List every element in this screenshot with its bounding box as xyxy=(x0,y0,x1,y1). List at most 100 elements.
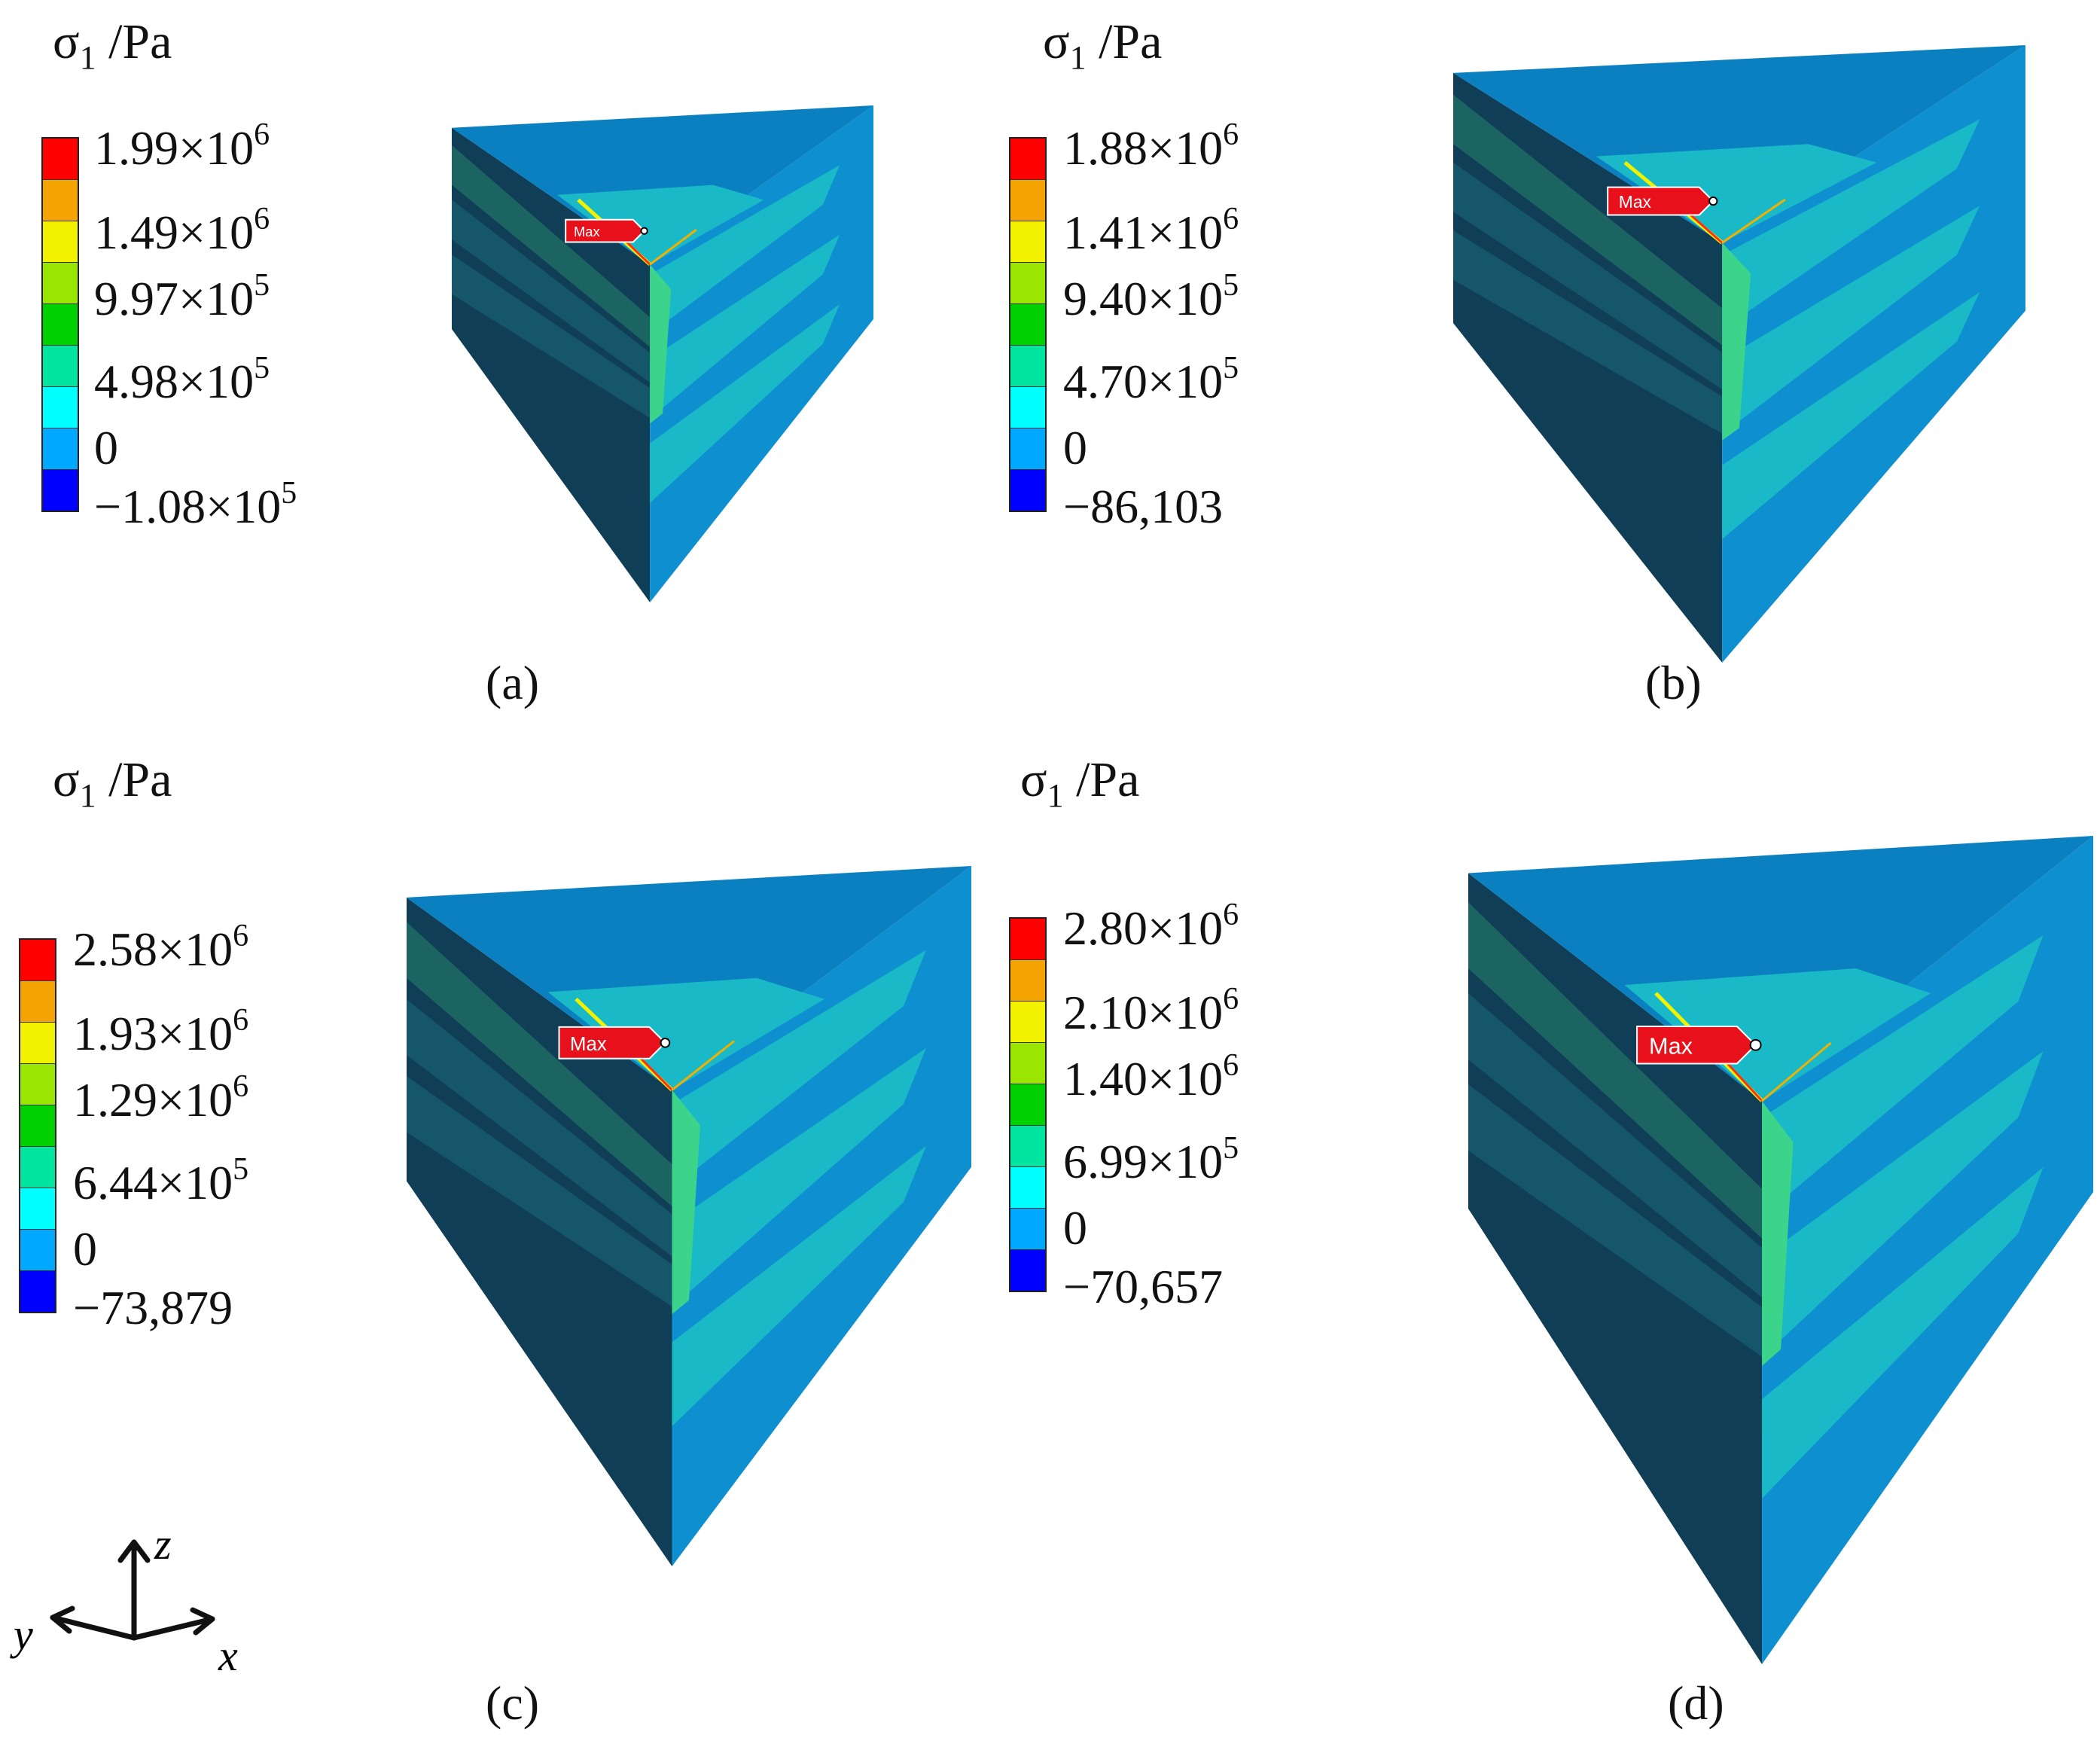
right-contour-band xyxy=(1722,292,1980,539)
top-face xyxy=(407,866,971,1090)
colorbar-band xyxy=(43,470,78,511)
colorbar-band xyxy=(1010,1002,1045,1043)
crack-right xyxy=(671,1040,735,1091)
max-point xyxy=(660,1037,671,1048)
panel-c-contour-model: Max xyxy=(407,866,971,1566)
right-contour-band xyxy=(1762,935,2044,1217)
legend-label: 1.49×106 xyxy=(94,202,270,259)
colorbar-band xyxy=(1010,221,1045,263)
legend-label: 2.80×106 xyxy=(1063,898,1239,955)
max-point xyxy=(1708,196,1718,206)
legend-label: 9.97×105 xyxy=(94,268,270,325)
colorbar-band xyxy=(1010,1084,1045,1126)
top-face xyxy=(452,105,873,265)
y-axis-label: y xyxy=(10,1610,33,1659)
colorbar-band xyxy=(20,1105,55,1147)
crack-right xyxy=(649,228,697,266)
colorbar-band xyxy=(1010,919,1045,960)
right-contour-band xyxy=(650,304,840,503)
panel-b-caption: (b) xyxy=(1645,656,1702,709)
left-contour-band xyxy=(452,255,651,419)
coordinate-axes: z y x xyxy=(10,1521,238,1680)
legend-label: 2.10×106 xyxy=(1063,982,1239,1039)
colorbar-band xyxy=(43,139,78,180)
max-tag xyxy=(565,218,646,243)
x-axis-label: x xyxy=(218,1631,238,1680)
right-contour-band xyxy=(650,165,840,334)
right-contour-band xyxy=(672,1146,926,1426)
legend-label: −86,103 xyxy=(1063,480,1224,533)
max-label: Max xyxy=(1619,192,1652,212)
panel-d-contour-model: Max xyxy=(1468,836,2093,1664)
max-tag xyxy=(558,1026,666,1060)
right-contour-band xyxy=(672,1047,926,1307)
max-point xyxy=(1749,1038,1762,1051)
panel-a-contour-model: Max xyxy=(452,105,873,602)
colorbar-band xyxy=(1010,1250,1045,1291)
y-axis-arrowhead xyxy=(50,1605,75,1634)
colorbar-band xyxy=(1010,470,1045,511)
max-label: Max xyxy=(574,224,600,239)
top-contour-band xyxy=(1596,144,1877,243)
max-label: Max xyxy=(1649,1033,1693,1060)
colorbar-band xyxy=(43,304,78,346)
colorbar-band xyxy=(1010,1209,1045,1250)
legend-label: 2.58×106 xyxy=(73,919,249,976)
legend-label: 0 xyxy=(94,421,118,474)
left-contour-band xyxy=(1468,902,1763,1239)
panel-b-title: σ1 /Pa xyxy=(1043,14,1163,76)
right-contour-band xyxy=(1762,1167,2044,1499)
max-marker: Max xyxy=(558,1026,671,1060)
panel-d-title: σ1 /Pa xyxy=(1020,752,1140,814)
colorbar-band xyxy=(1010,346,1045,387)
colorbar-band xyxy=(43,428,78,470)
left-contour-band xyxy=(1453,162,1723,390)
left-contour-band xyxy=(407,999,672,1257)
legend-label: 1.40×106 xyxy=(1063,1048,1239,1105)
colorbar-band xyxy=(1010,263,1045,304)
left-contour-band xyxy=(1468,1084,1763,1357)
legend-label: −1.08×105 xyxy=(94,476,297,533)
colorbar-band xyxy=(20,1188,55,1230)
edge-stress-zone xyxy=(650,264,672,424)
legend-label: 0 xyxy=(1063,1201,1087,1255)
colorbar-band xyxy=(20,1230,55,1271)
x-axis-arrowhead xyxy=(190,1607,215,1636)
colorbar-band xyxy=(20,1023,55,1064)
colorbar-band xyxy=(1010,304,1045,346)
colorbar-band xyxy=(20,1147,55,1188)
colorbar-band xyxy=(1010,180,1045,221)
colorbar xyxy=(41,137,79,512)
colorbar xyxy=(1009,917,1047,1292)
panel-c-title: σ1 /Pa xyxy=(53,752,172,814)
legend-label: 6.44×105 xyxy=(73,1152,249,1209)
legend-label: 4.70×105 xyxy=(1063,351,1239,408)
colorbar-band xyxy=(1010,139,1045,180)
top-face xyxy=(1453,45,2025,243)
z-axis-label: z xyxy=(154,1521,172,1569)
panel-a-caption: (a) xyxy=(486,656,540,709)
legend-label: 1.99×106 xyxy=(94,117,270,175)
colorbar-band xyxy=(20,981,55,1023)
y-axis-line xyxy=(50,1614,137,1641)
legend-label: 6.99×105 xyxy=(1063,1131,1239,1188)
colorbar-band xyxy=(1010,960,1045,1002)
colorbar-band xyxy=(1010,1167,1045,1209)
left-contour-band xyxy=(407,922,672,1206)
colorbar-band xyxy=(1010,1043,1045,1084)
max-label: Max xyxy=(570,1034,607,1055)
legend-label: 0 xyxy=(73,1222,97,1276)
right-contour-band xyxy=(1722,119,1980,330)
legend-label: 1.29×106 xyxy=(73,1069,249,1127)
crack-right xyxy=(1761,1041,1832,1102)
colorbar-band xyxy=(1010,428,1045,470)
colorbar xyxy=(1009,137,1047,512)
colorbar-band xyxy=(20,1271,55,1312)
top-contour-band xyxy=(547,977,824,1090)
left-contour-band xyxy=(1453,230,1723,434)
colorbar-band xyxy=(1010,1126,1045,1167)
colorbar-band xyxy=(43,346,78,387)
max-tag xyxy=(1636,1026,1757,1065)
legend-label: 4.98×105 xyxy=(94,351,270,408)
left-contour-band xyxy=(1468,993,1763,1298)
